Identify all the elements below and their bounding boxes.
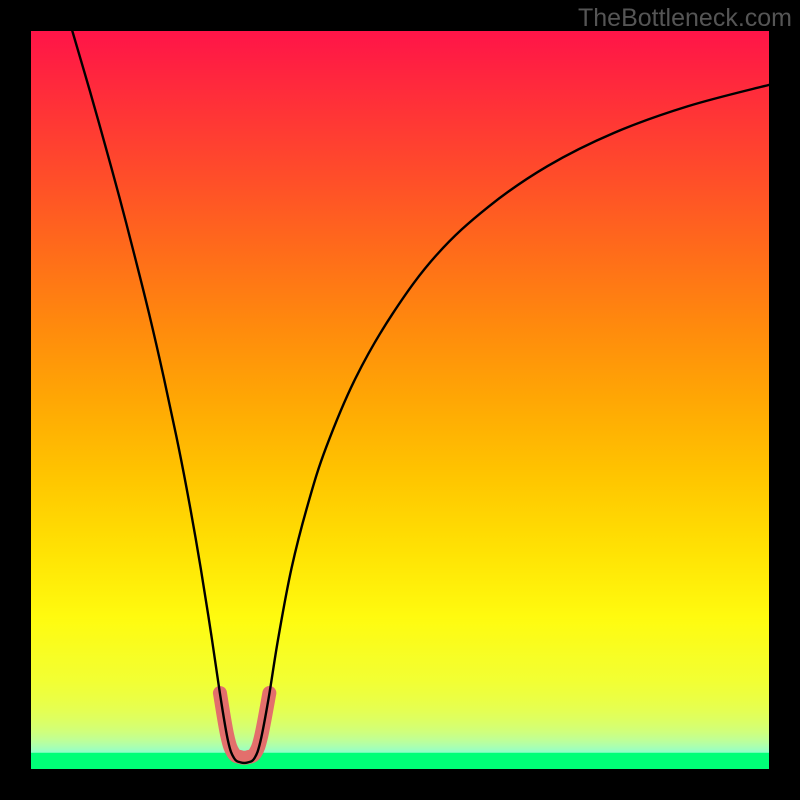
plot-area: [31, 31, 769, 769]
plot-svg: [31, 31, 769, 769]
watermark-text: TheBottleneck.com: [578, 4, 792, 33]
green-band: [31, 753, 769, 769]
gradient-background: [31, 31, 769, 769]
